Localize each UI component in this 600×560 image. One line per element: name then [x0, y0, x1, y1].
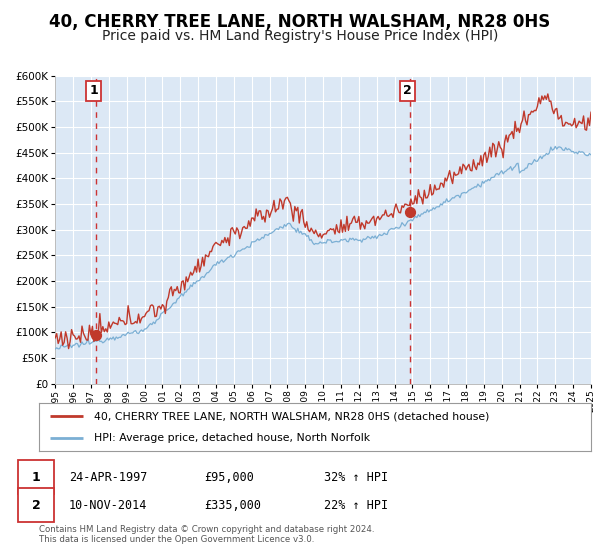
- Text: 22% ↑ HPI: 22% ↑ HPI: [324, 498, 388, 512]
- Text: £95,000: £95,000: [204, 470, 254, 484]
- Text: 24-APR-1997: 24-APR-1997: [69, 470, 148, 484]
- Text: 40, CHERRY TREE LANE, NORTH WALSHAM, NR28 0HS (detached house): 40, CHERRY TREE LANE, NORTH WALSHAM, NR2…: [94, 411, 490, 421]
- Text: 1: 1: [89, 85, 98, 97]
- Text: 40, CHERRY TREE LANE, NORTH WALSHAM, NR28 0HS: 40, CHERRY TREE LANE, NORTH WALSHAM, NR2…: [49, 13, 551, 31]
- Point: [91, 330, 101, 339]
- Text: HPI: Average price, detached house, North Norfolk: HPI: Average price, detached house, Nort…: [94, 433, 370, 443]
- Text: 10-NOV-2014: 10-NOV-2014: [69, 498, 148, 512]
- Text: £335,000: £335,000: [204, 498, 261, 512]
- Point: [405, 207, 415, 216]
- Text: 2: 2: [32, 498, 40, 512]
- Text: Price paid vs. HM Land Registry's House Price Index (HPI): Price paid vs. HM Land Registry's House …: [102, 29, 498, 44]
- Text: 32% ↑ HPI: 32% ↑ HPI: [324, 470, 388, 484]
- Text: Contains HM Land Registry data © Crown copyright and database right 2024.
This d: Contains HM Land Registry data © Crown c…: [39, 525, 374, 544]
- Text: 2: 2: [403, 85, 412, 97]
- Text: 1: 1: [32, 470, 40, 484]
